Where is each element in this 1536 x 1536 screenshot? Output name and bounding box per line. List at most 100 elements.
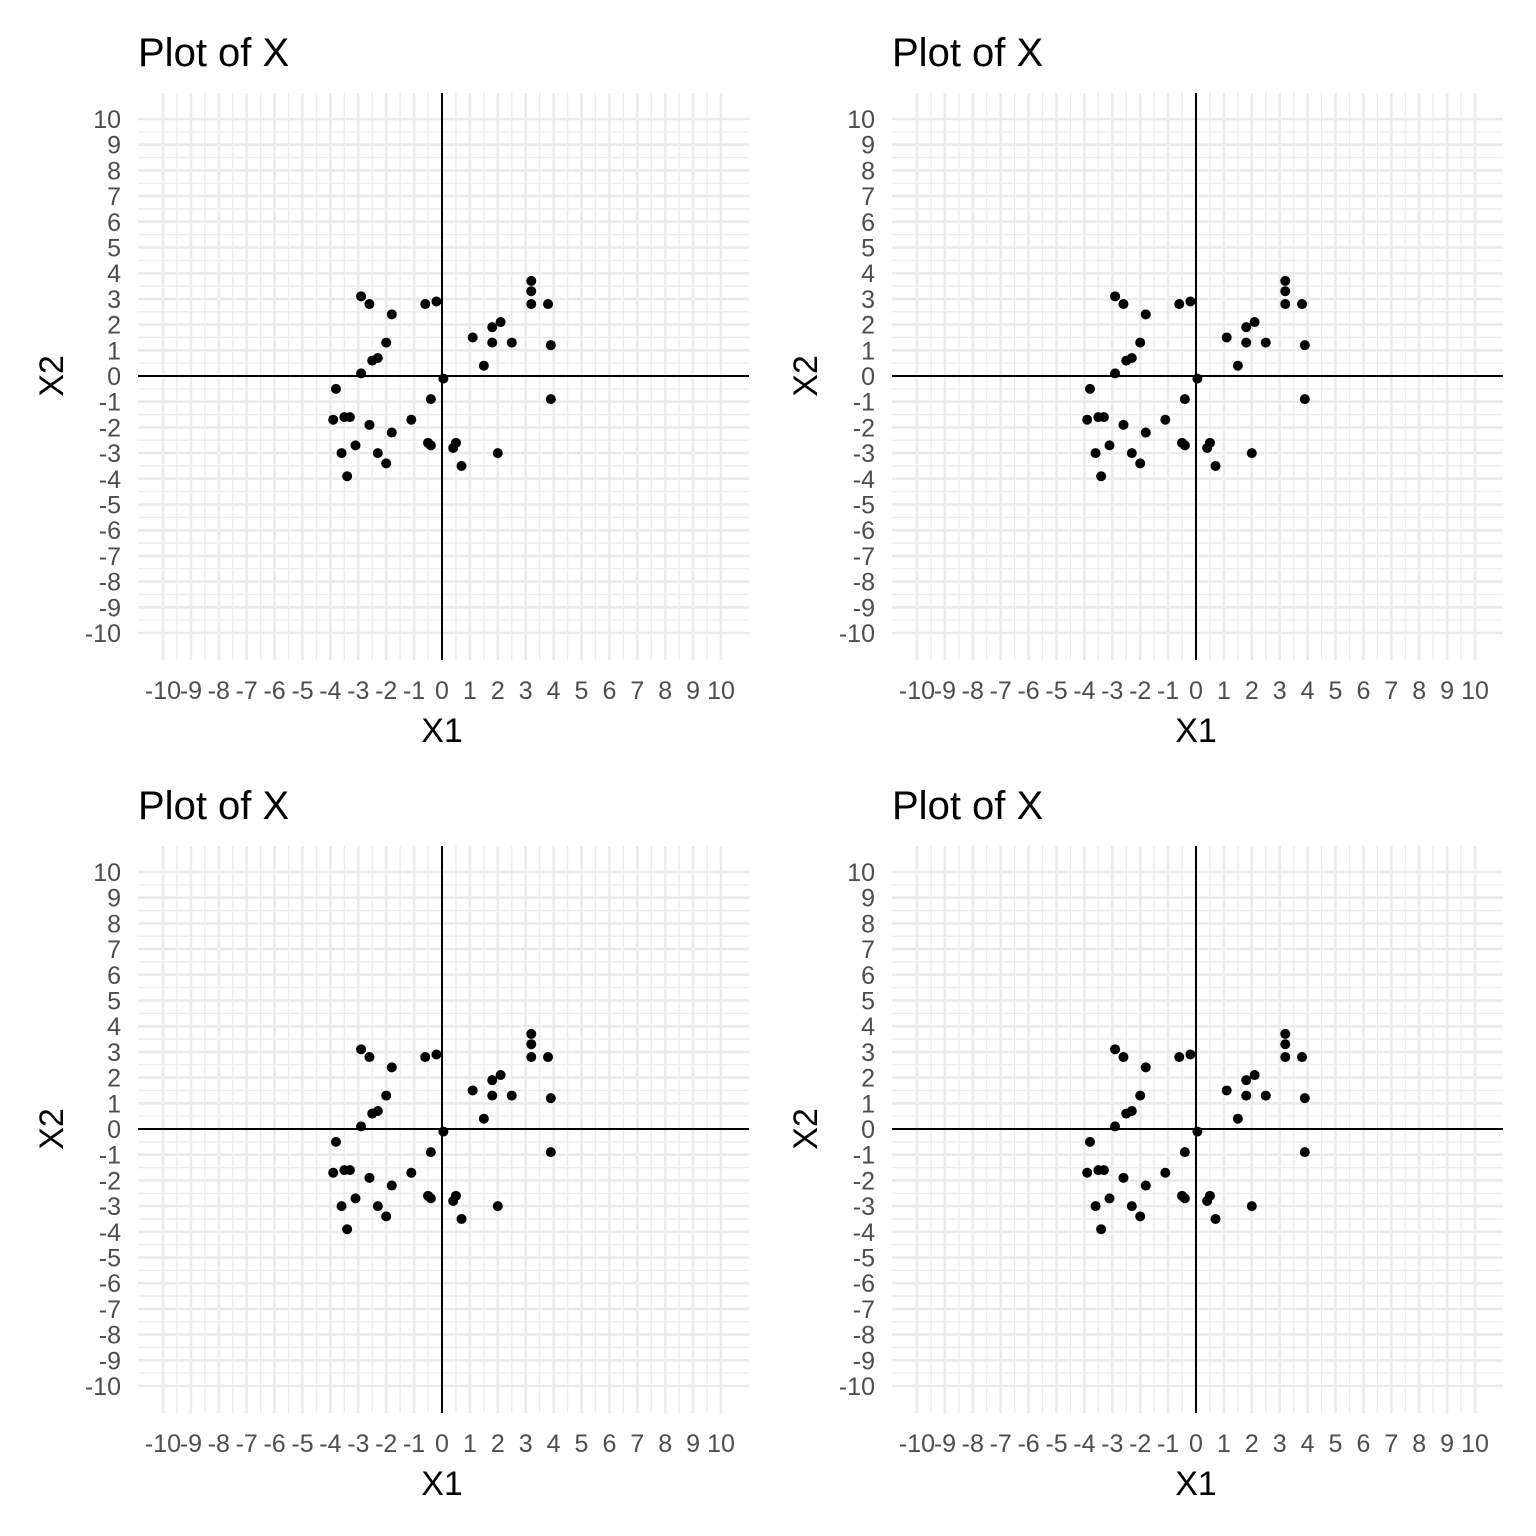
y-tick-label: 9 xyxy=(861,885,875,913)
y-tick-label: 10 xyxy=(847,106,875,134)
data-point xyxy=(1110,1044,1121,1055)
data-point xyxy=(420,299,431,310)
data-point xyxy=(425,394,436,405)
data-point xyxy=(506,337,517,348)
y-tick-label: 5 xyxy=(107,988,121,1016)
data-point xyxy=(1210,460,1221,471)
data-point xyxy=(406,1167,417,1178)
data-point xyxy=(526,286,537,297)
data-point xyxy=(1192,373,1203,384)
x-tick-label: -3 xyxy=(347,677,369,705)
y-tick-label: 8 xyxy=(861,157,875,185)
data-point xyxy=(1280,299,1291,310)
data-point xyxy=(545,394,556,405)
y-tick-label: -1 xyxy=(853,1142,875,1170)
x-tick-label: -5 xyxy=(1045,677,1067,705)
data-point xyxy=(1204,437,1215,448)
y-tick-label: -1 xyxy=(99,1142,121,1170)
x-tick-label: 2 xyxy=(491,1430,505,1458)
data-point xyxy=(1084,1136,1095,1147)
x-tick-label: 9 xyxy=(686,677,700,705)
x-tick-label: 10 xyxy=(707,1430,735,1458)
y-tick-label: -2 xyxy=(853,1167,875,1195)
y-tick-label: 6 xyxy=(107,209,121,237)
x-tick-label: -8 xyxy=(208,1430,230,1458)
y-tick-label: -6 xyxy=(99,1270,121,1298)
data-point xyxy=(381,1090,392,1101)
x-tick-label: 1 xyxy=(463,1430,477,1458)
y-tick-label: -10 xyxy=(839,1373,875,1401)
panel-title: Plot of X xyxy=(138,784,289,828)
y-tick-label: -8 xyxy=(99,1322,121,1350)
y-tick-label: -2 xyxy=(99,1167,121,1195)
data-point xyxy=(1241,1075,1252,1086)
y-tick-label: 6 xyxy=(861,209,875,237)
y-tick-label: 1 xyxy=(861,1090,875,1118)
y-tick-label: -4 xyxy=(853,466,875,494)
y-tick-label: 2 xyxy=(107,1065,121,1093)
x-tick-label: 3 xyxy=(1273,677,1287,705)
x-tick-label: -4 xyxy=(1073,677,1095,705)
x-tick-label: 2 xyxy=(1245,1430,1259,1458)
x-tick-label: -6 xyxy=(1017,677,1039,705)
y-tick-label: -3 xyxy=(853,440,875,468)
data-point xyxy=(1126,448,1137,459)
panel-title: Plot of X xyxy=(892,784,1043,828)
data-point xyxy=(526,275,537,286)
y-tick-label: -6 xyxy=(853,517,875,545)
data-point xyxy=(386,427,397,438)
y-tick-label: -10 xyxy=(85,620,121,648)
data-point xyxy=(372,1201,383,1212)
y-tick-label: -6 xyxy=(99,517,121,545)
data-point xyxy=(487,1090,498,1101)
x-tick-label: 1 xyxy=(463,677,477,705)
x-tick-label: 7 xyxy=(1384,677,1398,705)
data-point xyxy=(381,1211,392,1222)
data-point xyxy=(1174,299,1185,310)
y-tick-label: -9 xyxy=(853,594,875,622)
x-tick-label: 7 xyxy=(1384,1430,1398,1458)
y-tick-label: 6 xyxy=(861,962,875,990)
y-tick-label: -4 xyxy=(853,1219,875,1247)
plot-area: -10-9 -8 -7 -6 -5 -4 -3 -2 -1 0 1 2 3 4 5 6 7 8 9 10-10-9-8… xyxy=(839,93,1503,705)
x-tick-label: 4 xyxy=(1301,1430,1315,1458)
data-point xyxy=(1082,414,1093,425)
data-point xyxy=(526,1052,537,1063)
y-tick-label: -7 xyxy=(853,543,875,571)
data-point xyxy=(381,458,392,469)
data-point xyxy=(356,291,367,302)
y-tick-label: 8 xyxy=(107,157,121,185)
x-tick-label: 10 xyxy=(707,677,735,705)
data-point xyxy=(328,414,339,425)
data-point xyxy=(350,1193,361,1204)
y-tick-label: 3 xyxy=(107,1039,121,1067)
y-tick-label: 6 xyxy=(107,962,121,990)
x-tick-label: -7 xyxy=(236,677,258,705)
y-tick-label: 4 xyxy=(107,1013,121,1041)
y-tick-label: 3 xyxy=(861,1039,875,1067)
data-point xyxy=(1110,368,1121,379)
data-point xyxy=(1179,394,1190,405)
x-tick-label: -2 xyxy=(1129,677,1151,705)
data-point xyxy=(1135,1211,1146,1222)
data-point xyxy=(1232,1113,1243,1124)
x-tick-label: 6 xyxy=(1356,1430,1370,1458)
data-point xyxy=(1246,448,1257,459)
plot-area: -10-9 -8 -7 -6 -5 -4 -3 -2 -1 0 1 2 3 4 5 6 7 8 9 10-10-9-8… xyxy=(839,846,1503,1458)
y-tick-label: 5 xyxy=(861,988,875,1016)
data-point xyxy=(1135,458,1146,469)
x-tick-label: -1 xyxy=(403,677,425,705)
x-tick-label: -7 xyxy=(990,1430,1012,1458)
x-tick-label: 10 xyxy=(1461,1430,1489,1458)
data-point xyxy=(526,299,537,310)
x-tick-label: -5 xyxy=(1045,1430,1067,1458)
data-point xyxy=(1179,1147,1190,1158)
x-tick-label: -6 xyxy=(263,677,285,705)
data-point xyxy=(1246,1201,1257,1212)
y-tick-label: 4 xyxy=(861,1013,875,1041)
x-tick-label: -4 xyxy=(319,1430,341,1458)
x-tick-label: -3 xyxy=(1101,1430,1123,1458)
data-point xyxy=(526,1039,537,1050)
x-axis-title: X1 xyxy=(421,1465,463,1503)
y-tick-label: 7 xyxy=(861,183,875,211)
